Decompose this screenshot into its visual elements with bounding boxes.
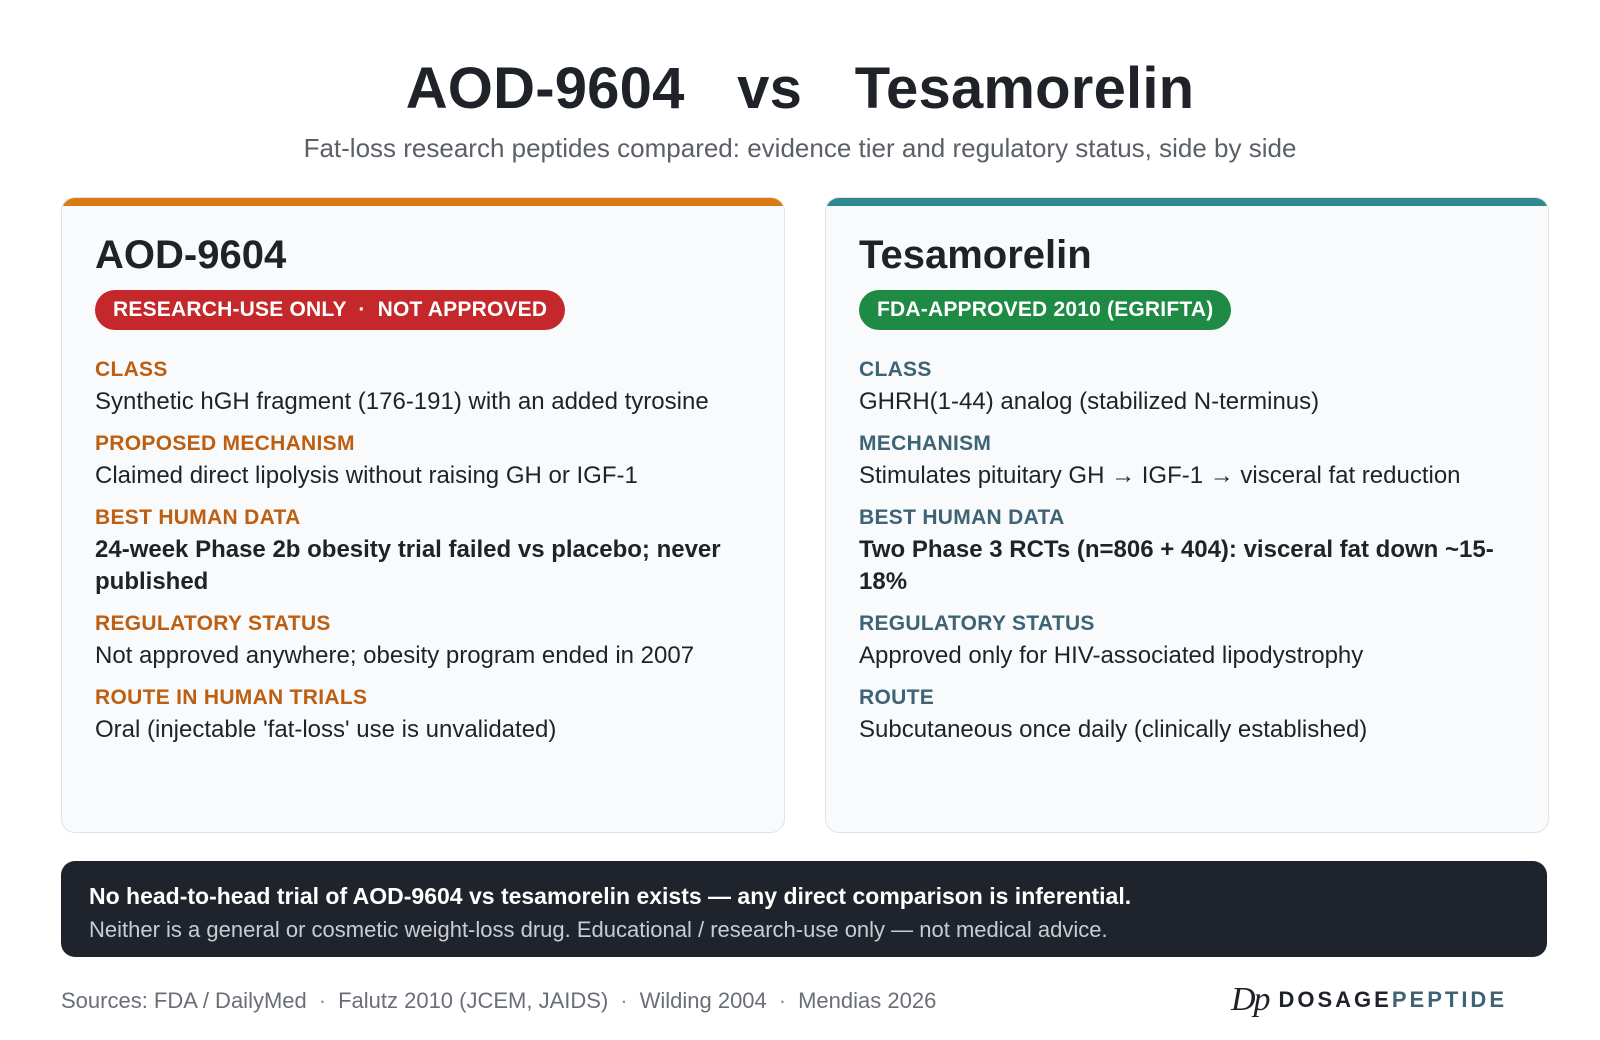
brand-mark-icon: Dp <box>1230 981 1271 1018</box>
field-label-best-human-data: BEST HUMAN DATA <box>95 506 301 529</box>
source-item: Wilding 2004 <box>639 988 767 1013</box>
field-label-regulatory-status: REGULATORY STATUS <box>859 612 1095 635</box>
source-separator: · <box>620 988 628 1013</box>
disclaimer-banner: No head-to-head trial of AOD-9604 vs tes… <box>61 861 1547 957</box>
field-label-mechanism: PROPOSED MECHANISM <box>95 432 355 455</box>
tesamorelin-card: Tesamorelin FDA-APPROVED 2010 (EGRIFTA) … <box>825 197 1549 833</box>
field-label-route: ROUTE IN HUMAN TRIALS <box>95 686 368 709</box>
brand-wordmark: DOSAGEPEPTIDE <box>1279 980 1508 1020</box>
field-value-best-human-data: 24-week Phase 2b obesity trial failed vs… <box>95 536 721 595</box>
field-value-mechanism: Claimed direct lipolysis without raising… <box>95 462 638 489</box>
field-value-class: GHRH(1-44) analog (stabilized N-terminus… <box>859 388 1320 415</box>
field-value-regulatory-status: Approved only for HIV-associated lipodys… <box>859 642 1364 669</box>
aod-9604-card: AOD-9604 RESEARCH-USE ONLY · NOT APPROVE… <box>61 197 785 833</box>
status-badge: FDA-APPROVED 2010 (EGRIFTA) <box>859 290 1232 330</box>
field-value-class: Synthetic hGH fragment (176-191) with an… <box>95 388 709 415</box>
card-accent-bar <box>826 198 1548 206</box>
card-fields: CLASS Synthetic hGH fragment (176-191) w… <box>95 356 765 758</box>
card-fields: CLASS GHRH(1-44) analog (stabilized N-te… <box>859 356 1529 758</box>
field-label-route: ROUTE <box>859 686 934 709</box>
source-item: Mendias 2026 <box>798 988 937 1013</box>
field-label-best-human-data: BEST HUMAN DATA <box>859 506 1065 529</box>
field-label-class: CLASS <box>95 358 168 381</box>
card-accent-bar <box>62 198 784 206</box>
field-value-regulatory-status: Not approved anywhere; obesity program e… <box>95 642 695 669</box>
field-value-best-human-data: Two Phase 3 RCTs (n=806 + 404): visceral… <box>859 536 1494 595</box>
brand-logo: Dp DOSAGEPEPTIDE <box>1231 980 1507 1020</box>
page-subtitle: Fat-loss research peptides compared: evi… <box>303 133 1297 163</box>
field-value-route: Oral (injectable 'fat-loss' use is unval… <box>95 716 557 743</box>
brand-wordmark-part2: PEPTIDE <box>1391 987 1507 1012</box>
field-value-route: Subcutaneous once daily (clinically esta… <box>859 716 1368 743</box>
disclaimer-subtext: Neither is a general or cosmetic weight-… <box>89 917 1108 942</box>
status-badge: RESEARCH-USE ONLY · NOT APPROVED <box>95 290 566 330</box>
field-value-mechanism: Stimulates pituitary GH → IGF-1 → viscer… <box>859 462 1461 489</box>
field-label-regulatory-status: REGULATORY STATUS <box>95 612 331 635</box>
sources-line: Sources: FDA / DailyMed · Falutz 2010 (JCE… <box>61 987 936 1015</box>
source-item: Sources: FDA / DailyMed <box>61 988 307 1013</box>
brand-wordmark-part1: DOSAGE <box>1278 987 1392 1012</box>
card-title: Tesamorelin <box>859 233 1092 277</box>
source-separator: · <box>778 988 787 1013</box>
field-label-class: CLASS <box>859 358 932 381</box>
disclaimer-headline: No head-to-head trial of AOD-9604 vs tes… <box>89 883 1132 909</box>
source-item: Falutz 2010 (JCEM, JAIDS) <box>338 988 609 1013</box>
card-title: AOD-9604 <box>95 233 287 277</box>
source-separator: · <box>318 988 327 1013</box>
page-title: AOD-9604 vs Tesamorelin <box>405 56 1195 121</box>
field-label-mechanism: MECHANISM <box>859 432 992 455</box>
